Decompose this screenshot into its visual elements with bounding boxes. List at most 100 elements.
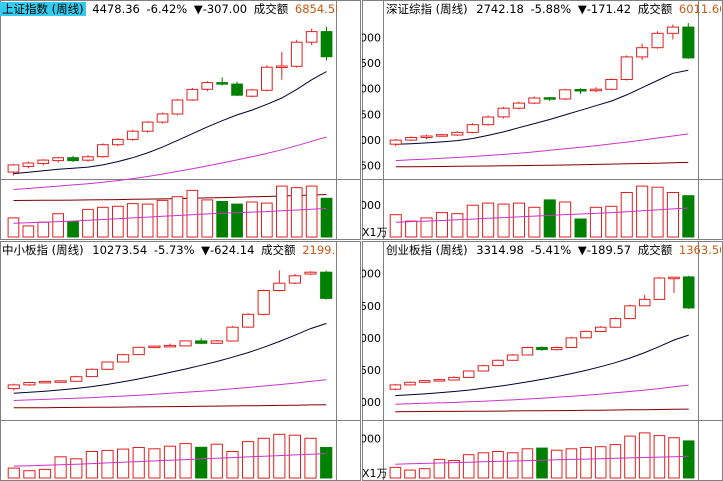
candle bbox=[141, 121, 154, 133]
volume-bar bbox=[261, 202, 273, 238]
percent-change: -6.42% bbox=[146, 2, 188, 16]
candle bbox=[38, 380, 52, 384]
candle-body bbox=[559, 89, 572, 100]
candle bbox=[7, 383, 20, 391]
candle-body bbox=[22, 162, 35, 167]
candle bbox=[132, 346, 145, 356]
candle-body bbox=[320, 31, 333, 58]
y-tick-label: 4500 bbox=[362, 57, 381, 70]
chart-title: 上证指数 (周线) bbox=[0, 2, 86, 16]
candle-body bbox=[651, 32, 664, 49]
volume-bar bbox=[246, 201, 258, 238]
chart-header: 创业板指 (周线) 3314.98 -5.41% ▼-189.57 成交额 13… bbox=[384, 241, 721, 259]
candle bbox=[290, 39, 303, 68]
volume-bar bbox=[23, 470, 36, 479]
candle bbox=[448, 376, 460, 381]
candle-body bbox=[52, 157, 64, 162]
panel-sme-board[interactable]: 中小板指 (周线) 10273.54 -5.73% ▼-624.14 成交额 2… bbox=[0, 241, 361, 481]
candle bbox=[163, 343, 177, 348]
volume-unit-label: X1万 bbox=[362, 467, 388, 480]
candle bbox=[246, 88, 258, 98]
candle bbox=[226, 326, 239, 342]
candle-body bbox=[668, 276, 680, 280]
candle-body bbox=[257, 290, 270, 315]
volume-unit-label: X1万 bbox=[362, 226, 388, 239]
candle-body bbox=[497, 107, 510, 118]
volume-bar bbox=[52, 213, 64, 238]
candle-body bbox=[7, 384, 20, 390]
panel-shanghai-composite[interactable]: 上证指数 (周线) 4478.36 -6.42% ▼-307.00 成交额 68… bbox=[0, 0, 361, 240]
candle-body bbox=[273, 282, 286, 292]
panel-chinext[interactable]: 12000 10500 9000 7500 6000 15000 创业板指 (周线) 33… bbox=[362, 241, 723, 481]
candle-body bbox=[54, 380, 67, 383]
candle-body bbox=[305, 31, 318, 43]
candle bbox=[320, 270, 333, 300]
candle bbox=[54, 380, 67, 383]
candle-body bbox=[636, 47, 649, 58]
ma-long-line bbox=[395, 161, 689, 168]
candle bbox=[574, 88, 587, 94]
candle-body bbox=[682, 276, 695, 309]
volume-label: 成交额 bbox=[637, 243, 673, 257]
ma-mid-line bbox=[13, 379, 327, 401]
candle-body bbox=[156, 113, 169, 123]
volume-bar bbox=[433, 458, 446, 479]
candle-body bbox=[420, 135, 433, 138]
volume-bar bbox=[418, 468, 431, 479]
volume-bar bbox=[226, 451, 239, 479]
candle bbox=[605, 78, 618, 91]
candle bbox=[589, 87, 602, 93]
chart-svg-shanghai bbox=[0, 0, 361, 240]
ma-mid-line bbox=[395, 133, 689, 162]
candle-body bbox=[580, 330, 592, 339]
volume-bar bbox=[521, 448, 534, 479]
volume-bar bbox=[594, 446, 607, 479]
volume-bar bbox=[559, 201, 572, 238]
candle bbox=[156, 112, 169, 124]
volume-bar bbox=[589, 206, 602, 238]
chart-header: 中小板指 (周线) 10273.54 -5.73% ▼-624.14 成交额 2… bbox=[0, 241, 337, 259]
y-tick-label: 3500 bbox=[362, 108, 381, 121]
volume-label: 成交额 bbox=[637, 2, 673, 16]
volume-bar bbox=[290, 187, 303, 238]
candle-body bbox=[97, 144, 109, 158]
candle bbox=[37, 159, 50, 166]
volume-bar bbox=[651, 186, 664, 238]
candle bbox=[210, 340, 223, 344]
candle bbox=[126, 129, 139, 141]
volume-ma-line bbox=[13, 453, 327, 467]
volume-bar bbox=[512, 202, 525, 238]
volume-bar bbox=[609, 444, 622, 479]
candle-body bbox=[126, 130, 139, 140]
volume-bar bbox=[565, 448, 578, 479]
volume-bar bbox=[210, 443, 223, 479]
volume-bar bbox=[620, 192, 633, 238]
volume-bar bbox=[54, 456, 67, 479]
candle bbox=[594, 326, 607, 332]
volume-bar bbox=[163, 445, 177, 479]
candle bbox=[666, 24, 679, 40]
candle-body bbox=[433, 379, 446, 382]
candle-body bbox=[210, 340, 223, 344]
volume-bar bbox=[543, 199, 556, 238]
point-change: ▼-624.14 bbox=[201, 243, 255, 257]
candle-body bbox=[512, 102, 525, 109]
candle-body bbox=[565, 337, 578, 349]
volume-bar bbox=[141, 203, 154, 238]
candle bbox=[543, 96, 556, 102]
candle-body bbox=[70, 376, 83, 382]
chart-title: 中小板指 (周线) bbox=[2, 243, 84, 257]
chart-header: 上证指数 (周线) 4478.36 -6.42% ▼-307.00 成交额 68… bbox=[0, 0, 337, 18]
y-tick-label: 10500 bbox=[362, 300, 381, 313]
candle bbox=[242, 313, 255, 329]
ma-long-line bbox=[13, 194, 327, 201]
volume-bar bbox=[580, 447, 592, 479]
candle bbox=[682, 23, 695, 59]
candle-body bbox=[466, 124, 479, 133]
volume-bar bbox=[451, 213, 464, 238]
candle bbox=[304, 271, 317, 275]
panel-frame bbox=[0, 0, 361, 240]
volume-bar bbox=[506, 452, 519, 479]
